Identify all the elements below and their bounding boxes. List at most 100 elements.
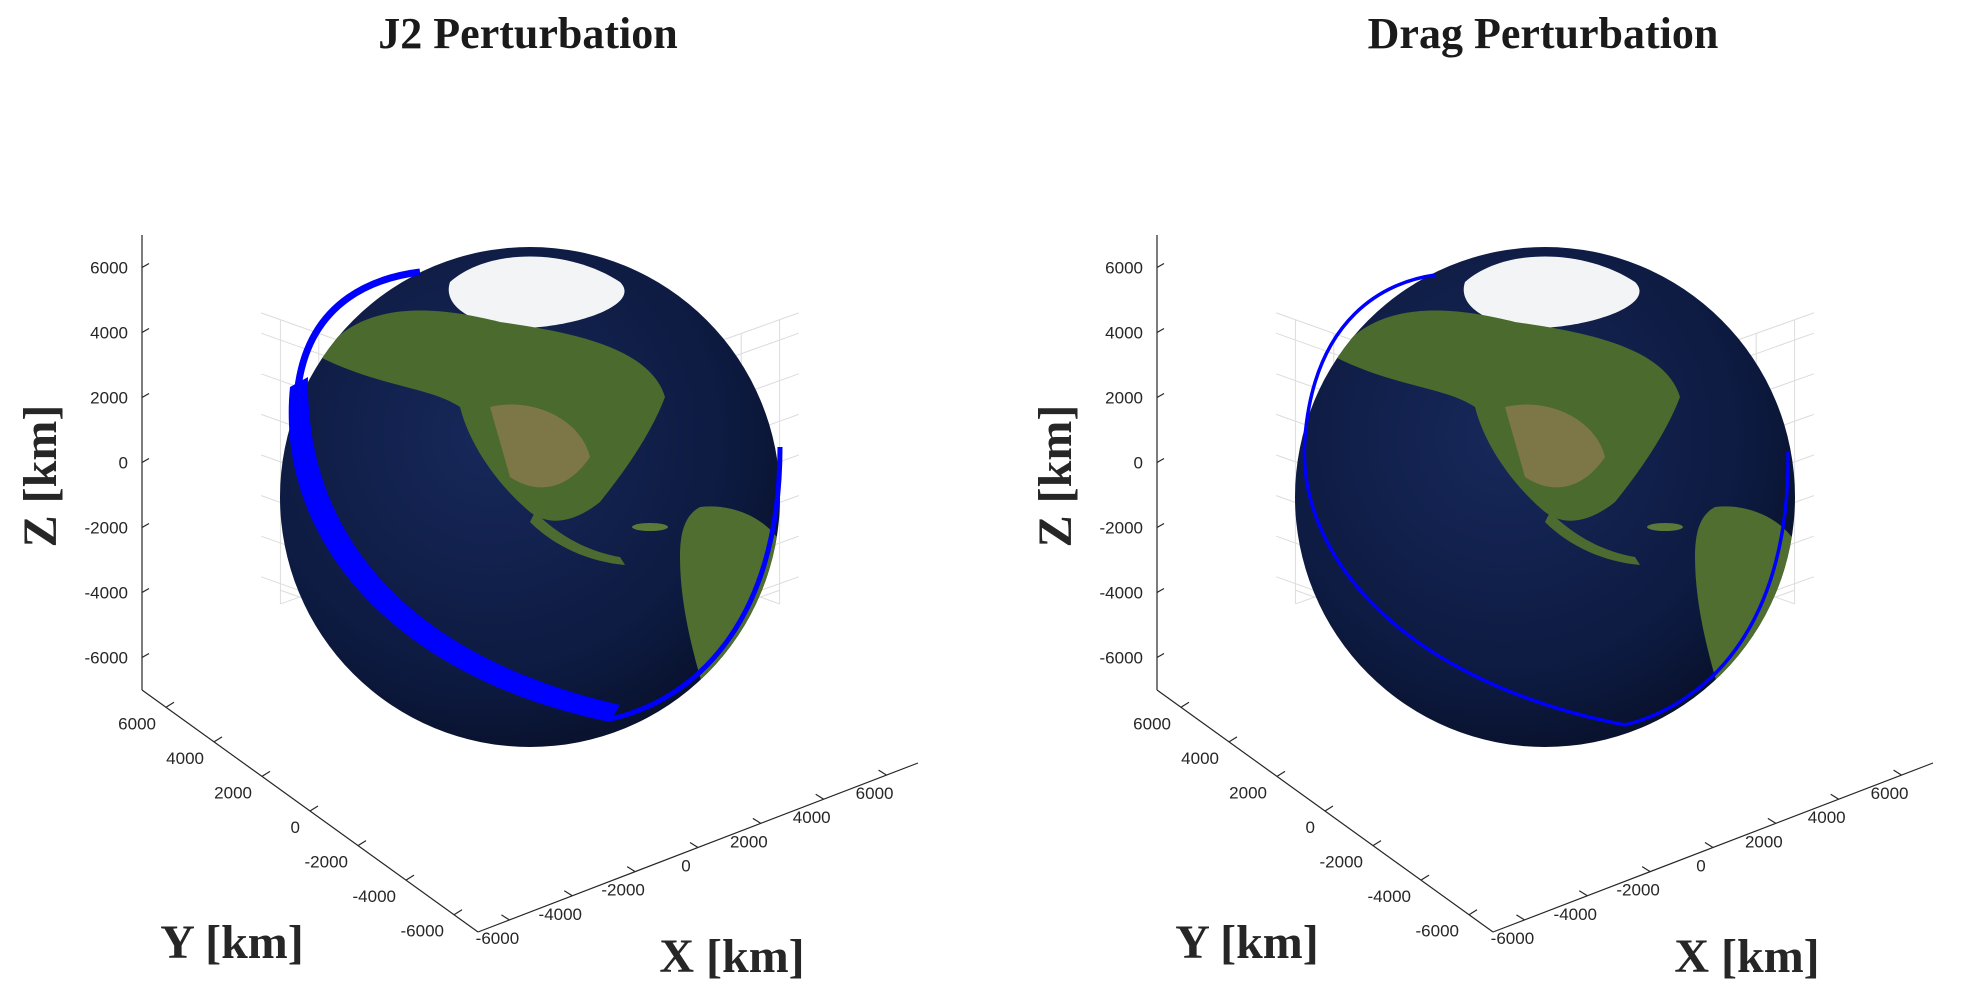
z-tick-label: 0 [1134, 454, 1143, 473]
y-tick-label: -2000 [1320, 853, 1363, 872]
x-tick-label: 6000 [1871, 784, 1909, 803]
x-tick-mark [1641, 866, 1651, 873]
z-tick-mark [141, 652, 150, 659]
desert-region [1505, 404, 1605, 488]
z-tick-label: -4000 [85, 584, 128, 603]
x-tick-label: -2000 [601, 881, 644, 900]
continent-central-america [530, 512, 625, 565]
earth-globe [1295, 247, 1795, 747]
z-tick-label: -2000 [85, 519, 128, 538]
z-axis-label: Z [km] [1029, 405, 1082, 548]
y-tick-mark [405, 874, 415, 881]
y-tick-label: -6000 [1416, 922, 1459, 941]
continent-south-america [680, 506, 780, 727]
y-tick-label: 6000 [1133, 714, 1171, 733]
orbit-band-front [1302, 436, 1626, 727]
x-tick-label: 4000 [793, 808, 831, 827]
x-tick-mark [563, 890, 573, 897]
y-tick-mark [1324, 805, 1334, 812]
x-tick-mark [689, 841, 699, 849]
continent-central-america [1545, 512, 1640, 565]
x-tick-mark [1516, 914, 1525, 921]
chart-title: J2 Perturbation [378, 9, 677, 58]
y-tick-label: -4000 [1368, 887, 1411, 906]
y-tick-mark [1468, 909, 1478, 916]
orbit-trajectory [288, 268, 783, 722]
y-axis-label: Y [km] [1175, 916, 1319, 969]
x-axis-label: X [km] [1674, 930, 1819, 983]
ice-cap [1463, 256, 1640, 328]
z-tick-label: -6000 [85, 649, 128, 668]
x-tick-mark [501, 914, 510, 921]
y-tick-label: 4000 [1181, 749, 1219, 768]
x-tick-mark [1830, 793, 1840, 800]
x-axis-label: X [km] [659, 930, 804, 983]
z-tick-label: 2000 [90, 389, 128, 408]
subplot-j2: J2 Perturbation -6000 -4000 -2000 0 2000 4000 6… [14, 9, 919, 983]
x-tick-label: 6000 [856, 784, 894, 803]
z-tick-mark [141, 392, 150, 399]
x-tick-label: -2000 [1616, 881, 1659, 900]
z-tick-label: 2000 [1105, 389, 1143, 408]
orbit-arc-upper [294, 268, 421, 388]
z-tick-mark [1156, 652, 1165, 659]
y-tick-mark [1276, 770, 1286, 777]
y-tick-label: -4000 [353, 887, 396, 906]
y-tick-mark [213, 736, 223, 743]
x-tick-label: -4000 [539, 905, 582, 924]
x-tick-label: 2000 [1745, 832, 1783, 851]
y-tick-label: 2000 [214, 783, 252, 802]
y-tick-label: 0 [291, 818, 300, 837]
y-tick-mark [309, 805, 319, 812]
z-tick-label: 4000 [90, 324, 128, 343]
orbit-trajectory [1302, 273, 1790, 727]
chart-title: Drag Perturbation [1368, 9, 1719, 58]
ice-cap [448, 256, 625, 328]
x-tick-mark [878, 769, 887, 776]
z-tick-label: -2000 [1100, 519, 1143, 538]
z-tick-mark [1156, 392, 1165, 399]
desert-region [490, 404, 590, 488]
x-tick-mark [1578, 890, 1588, 897]
z-axis-label: Z [km] [14, 405, 67, 548]
x-tick-mark [1767, 817, 1777, 824]
z-tick-label: -6000 [1100, 649, 1143, 668]
x-tick-mark [1893, 769, 1902, 776]
z-tick-mark [1156, 587, 1165, 594]
y-tick-mark [165, 701, 175, 708]
z-tick-label: 6000 [90, 259, 128, 278]
orbit-arc-right [609, 446, 783, 722]
islands [632, 523, 668, 531]
x-tick-mark [1704, 841, 1714, 849]
y-tick-mark [453, 909, 463, 916]
z-tick-mark [141, 457, 150, 464]
y-tick-label: 2000 [1229, 783, 1267, 802]
x-tick-label: -4000 [1554, 905, 1597, 924]
continent-south-america [1695, 506, 1795, 727]
orbit-band-front [288, 377, 620, 722]
z-tick-label: 0 [119, 454, 128, 473]
x-tick-label: 2000 [730, 832, 768, 851]
x-tick-mark [626, 866, 636, 873]
y-tick-label: 4000 [166, 749, 204, 768]
z-tick-mark [1156, 262, 1165, 269]
z-tick-mark [1156, 327, 1165, 334]
z-tick-label: 6000 [1105, 259, 1143, 278]
x-tick-mark [815, 793, 825, 800]
z-tick-label: -4000 [1100, 584, 1143, 603]
y-tick-label: -6000 [401, 922, 444, 941]
x-tick-label: 0 [1696, 857, 1705, 876]
x-tick-label: -6000 [476, 929, 519, 948]
islands [1647, 523, 1683, 531]
y-tick-mark [1228, 736, 1238, 743]
z-tick-mark [1156, 522, 1165, 529]
z-tick-mark [141, 522, 150, 529]
orbit-arc-right [1624, 451, 1790, 727]
y-tick-mark [1372, 840, 1382, 847]
y-tick-mark [1420, 874, 1430, 881]
x-tick-label: -6000 [1491, 929, 1534, 948]
y-tick-mark [1180, 701, 1190, 708]
z-tick-mark [141, 262, 150, 269]
y-axis-label: Y [km] [160, 916, 304, 969]
